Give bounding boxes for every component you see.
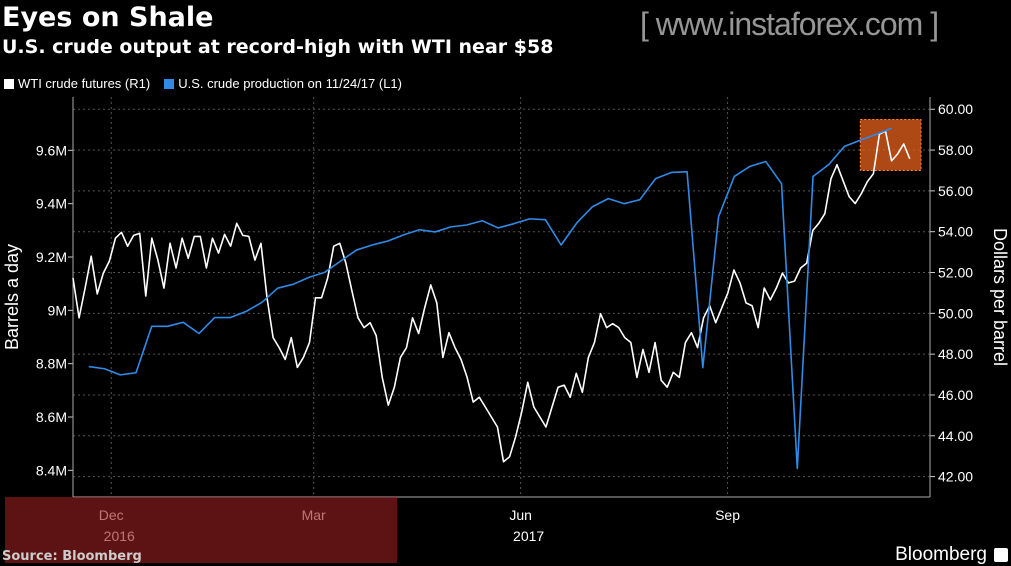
- y-right-tick-label: 50.00: [938, 305, 973, 321]
- series-line-wti: [72, 130, 911, 463]
- legend-item-wti: WTI crude futures (R1): [4, 76, 150, 91]
- y-right-tick-label: 48.00: [938, 346, 973, 362]
- y-right-tick-label: 46.00: [938, 387, 973, 403]
- y-right-tick-label: 54.00: [938, 224, 973, 240]
- y-right-tick-label: 52.00: [938, 265, 973, 281]
- y-left-tick-label: 9.4M: [36, 196, 67, 212]
- y-left-tick-label: 8.4M: [36, 462, 67, 478]
- y-right-tick-label: 58.00: [938, 142, 973, 158]
- y-left-tick-label: 9.2M: [36, 249, 67, 265]
- highlight-box: [859, 118, 922, 171]
- legend-swatch-wti: [4, 79, 14, 89]
- y-right-tick-label: 60.00: [938, 101, 973, 117]
- y-right-tick-label: 42.00: [938, 469, 973, 485]
- y-right-tick-label: 44.00: [938, 428, 973, 444]
- x-tick-label: Sep: [715, 507, 740, 523]
- legend-label-production: U.S. crude production on 11/24/17 (L1): [178, 76, 402, 91]
- legend-label-wti: WTI crude futures (R1): [18, 76, 151, 91]
- y-left-axis-label: Barrels a day: [2, 244, 22, 350]
- source-note: Source: Bloomberg: [2, 549, 142, 564]
- bloomberg-icon: [994, 548, 1008, 562]
- legend: WTI crude futures (R1) U.S. crude produc…: [4, 76, 402, 91]
- chart-title: Eyes on Shale: [2, 2, 214, 33]
- legend-swatch-production: [164, 79, 175, 89]
- series-line-production: [88, 127, 893, 470]
- watermark-overlay: [5, 497, 397, 563]
- legend-item-production: U.S. crude production on 11/24/17 (L1): [164, 76, 402, 91]
- brand-logo: Bloomberg: [895, 544, 987, 565]
- y-left-tick-label: 8.6M: [36, 409, 67, 425]
- y-right-tick-label: 56.00: [938, 183, 973, 199]
- y-left-tick-label: 9M: [48, 302, 67, 318]
- chart-subtitle: U.S. crude output at record-high with WT…: [2, 36, 554, 58]
- watermark-text: [ www.instaforex.com ]: [640, 6, 939, 42]
- x-year-label: 2017: [513, 528, 544, 544]
- y-left-tick-label: 8.8M: [36, 356, 67, 372]
- y-left-tick-label: 9.6M: [36, 142, 67, 158]
- x-tick-label: Jun: [509, 507, 532, 523]
- y-right-axis-label: Dollars per barrel: [990, 228, 1010, 366]
